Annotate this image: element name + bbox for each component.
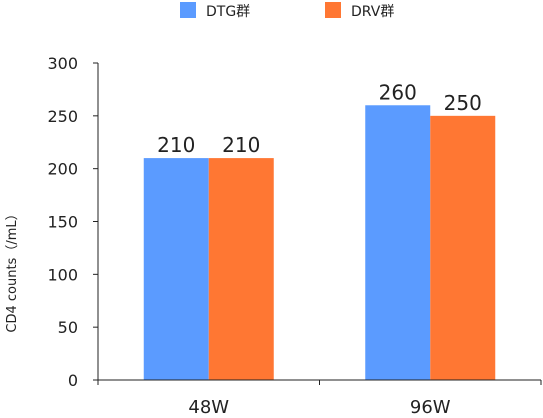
y-axis-ticks: 0 50 100 150 200 250 300 <box>47 54 98 390</box>
y-tick-label: 250 <box>47 107 78 126</box>
axes <box>97 63 542 385</box>
data-label: 250 <box>444 91 482 115</box>
y-axis-label: CD4 counts（/mL） <box>5 207 20 332</box>
legend: DTG群 DRV群 <box>180 2 394 20</box>
data-labels: 210 210 260 250 <box>157 80 482 157</box>
category-labels: 48W 96W <box>188 397 450 418</box>
bars <box>143 105 496 381</box>
y-tick-label: 50 <box>58 318 78 337</box>
legend-label: DTG群 <box>206 4 250 20</box>
bar <box>430 115 496 380</box>
x-tick-label: 96W <box>410 397 451 418</box>
bar <box>365 105 431 381</box>
legend-swatch <box>180 2 196 18</box>
x-tick-label: 48W <box>188 397 229 418</box>
y-tick-label: 300 <box>47 54 78 73</box>
y-tick-label: 200 <box>47 160 78 179</box>
data-label: 260 <box>379 80 417 104</box>
legend-swatch <box>325 2 341 18</box>
bar <box>208 158 274 380</box>
legend-label: DRV群 <box>351 4 394 20</box>
y-tick-label: 150 <box>47 213 78 232</box>
bar <box>143 158 209 380</box>
data-label: 210 <box>157 133 195 157</box>
y-tick-label: 0 <box>68 371 78 390</box>
y-tick-label: 100 <box>47 265 78 284</box>
data-label: 210 <box>222 133 260 157</box>
